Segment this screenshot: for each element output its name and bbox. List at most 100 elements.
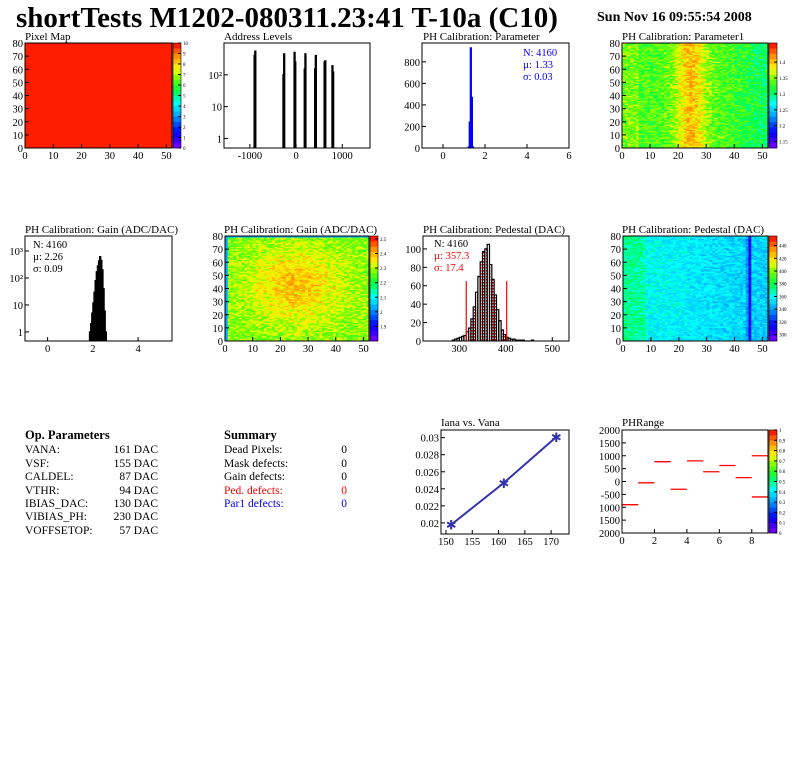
heatmap-cell [624, 133, 628, 136]
heatmap-cell [751, 133, 755, 136]
heatmap-cell [709, 138, 713, 141]
heatmap-cell [669, 138, 673, 141]
heatmap-cell [636, 137, 640, 140]
heatmap-cell [728, 145, 732, 147]
heatmap-cell [745, 117, 749, 120]
heatmap-cell [759, 124, 763, 126]
heatmap-cell [731, 128, 735, 130]
heatmap-cell [678, 133, 682, 136]
heatmap-cell [720, 144, 724, 146]
heatmap-cell [664, 134, 668, 137]
heatmap-cell [759, 119, 763, 121]
z-tick-label: 1.25 [779, 109, 788, 114]
heatmap-cell [630, 138, 634, 141]
heatmap-cell [630, 136, 634, 138]
heatmap-cell [680, 142, 685, 145]
heatmap-cell [748, 141, 752, 144]
heatmap-cell [695, 141, 699, 144]
heatmap-cell [756, 128, 760, 130]
heatmap-cell [680, 127, 685, 129]
heatmap-cell [666, 134, 671, 137]
heatmap-cell [700, 132, 704, 134]
heatmap-cell [630, 132, 634, 134]
heatmap-cell [666, 137, 671, 140]
heatmap-cell [647, 116, 651, 119]
heatmap-cell [717, 138, 721, 141]
heatmap-cell [644, 119, 648, 121]
heatmap-cell [658, 128, 662, 130]
heatmap-cell [658, 125, 662, 128]
heatmap-cell [622, 119, 626, 121]
heatmap-cell [636, 140, 640, 142]
heatmap-cell [666, 120, 671, 123]
heatmap-cell [720, 136, 724, 138]
colorbar-cell [769, 142, 777, 149]
heatmap-cell [762, 129, 766, 132]
heatmap-cell [641, 134, 645, 137]
heatmap-cell [672, 136, 676, 138]
heatmap-cell [739, 120, 744, 123]
heatmap-cell [644, 125, 648, 128]
heatmap-cell [709, 133, 713, 136]
heatmap-cell [728, 137, 732, 140]
heatmap-cell [751, 141, 755, 144]
heatmap-cell [756, 134, 760, 137]
colorbar-cell [173, 43, 181, 49]
heatmap-cell [706, 144, 710, 146]
heatmap-cell [748, 121, 752, 124]
heatmap-cell [695, 119, 699, 121]
heatmap-cell [664, 142, 668, 145]
z-tick-label: 1.15 [779, 141, 788, 146]
z-tick-label: 7 [183, 74, 186, 79]
heatmap-cell [753, 144, 758, 146]
heatmap-cell [647, 136, 651, 138]
heatmap-cell [745, 119, 749, 121]
heatmap-cell [765, 146, 769, 149]
heatmap-cell [695, 144, 699, 146]
heatmap-cell [745, 127, 749, 129]
heatmap-cell [636, 119, 640, 121]
heatmap-cell [762, 136, 766, 138]
heatmap-cell [717, 128, 721, 130]
heatmap-cell [737, 117, 741, 120]
heatmap-cell [731, 145, 735, 147]
heatmap-cell [751, 145, 755, 147]
heatmap-cell [737, 116, 741, 119]
heatmap-cell [644, 116, 648, 119]
heatmap-cell [644, 130, 648, 133]
heatmap-cell [622, 116, 626, 119]
heatmap-cell [675, 130, 679, 133]
heatmap-cell [627, 121, 631, 124]
heatmap-cell [734, 116, 738, 119]
heatmap-cell [692, 138, 696, 141]
heatmap-cell [624, 132, 628, 134]
heatmap-cell [742, 130, 746, 133]
heatmap-cell [622, 141, 626, 144]
heatmap-cell [652, 137, 656, 140]
heatmap-cell [720, 141, 724, 144]
heatmap-cell [697, 133, 701, 136]
heatmap-cell [739, 125, 744, 128]
heatmap-cell [697, 138, 701, 141]
heatmap-cell [624, 138, 628, 141]
heatmap-cell [672, 125, 676, 128]
heatmap-cell [622, 130, 626, 133]
heatmap-cell [664, 145, 668, 147]
heatmap-cell [624, 145, 628, 147]
heatmap-cell [697, 136, 701, 138]
heatmap-cell [737, 134, 741, 137]
heatmap-cell [683, 130, 687, 133]
heatmap-cell [647, 120, 651, 123]
heatmap-cell [669, 116, 673, 119]
y-tick-label: 10 [610, 131, 621, 142]
heatmap-cell [717, 125, 721, 128]
heatmap-cell [650, 142, 654, 145]
heatmap-cell [622, 140, 626, 142]
heatmap-cell [658, 121, 662, 124]
heatmap-cell [714, 119, 718, 121]
heatmap-cell [759, 140, 763, 142]
heatmap-cell [652, 142, 656, 145]
z-tick-label: 1.3 [779, 93, 786, 98]
